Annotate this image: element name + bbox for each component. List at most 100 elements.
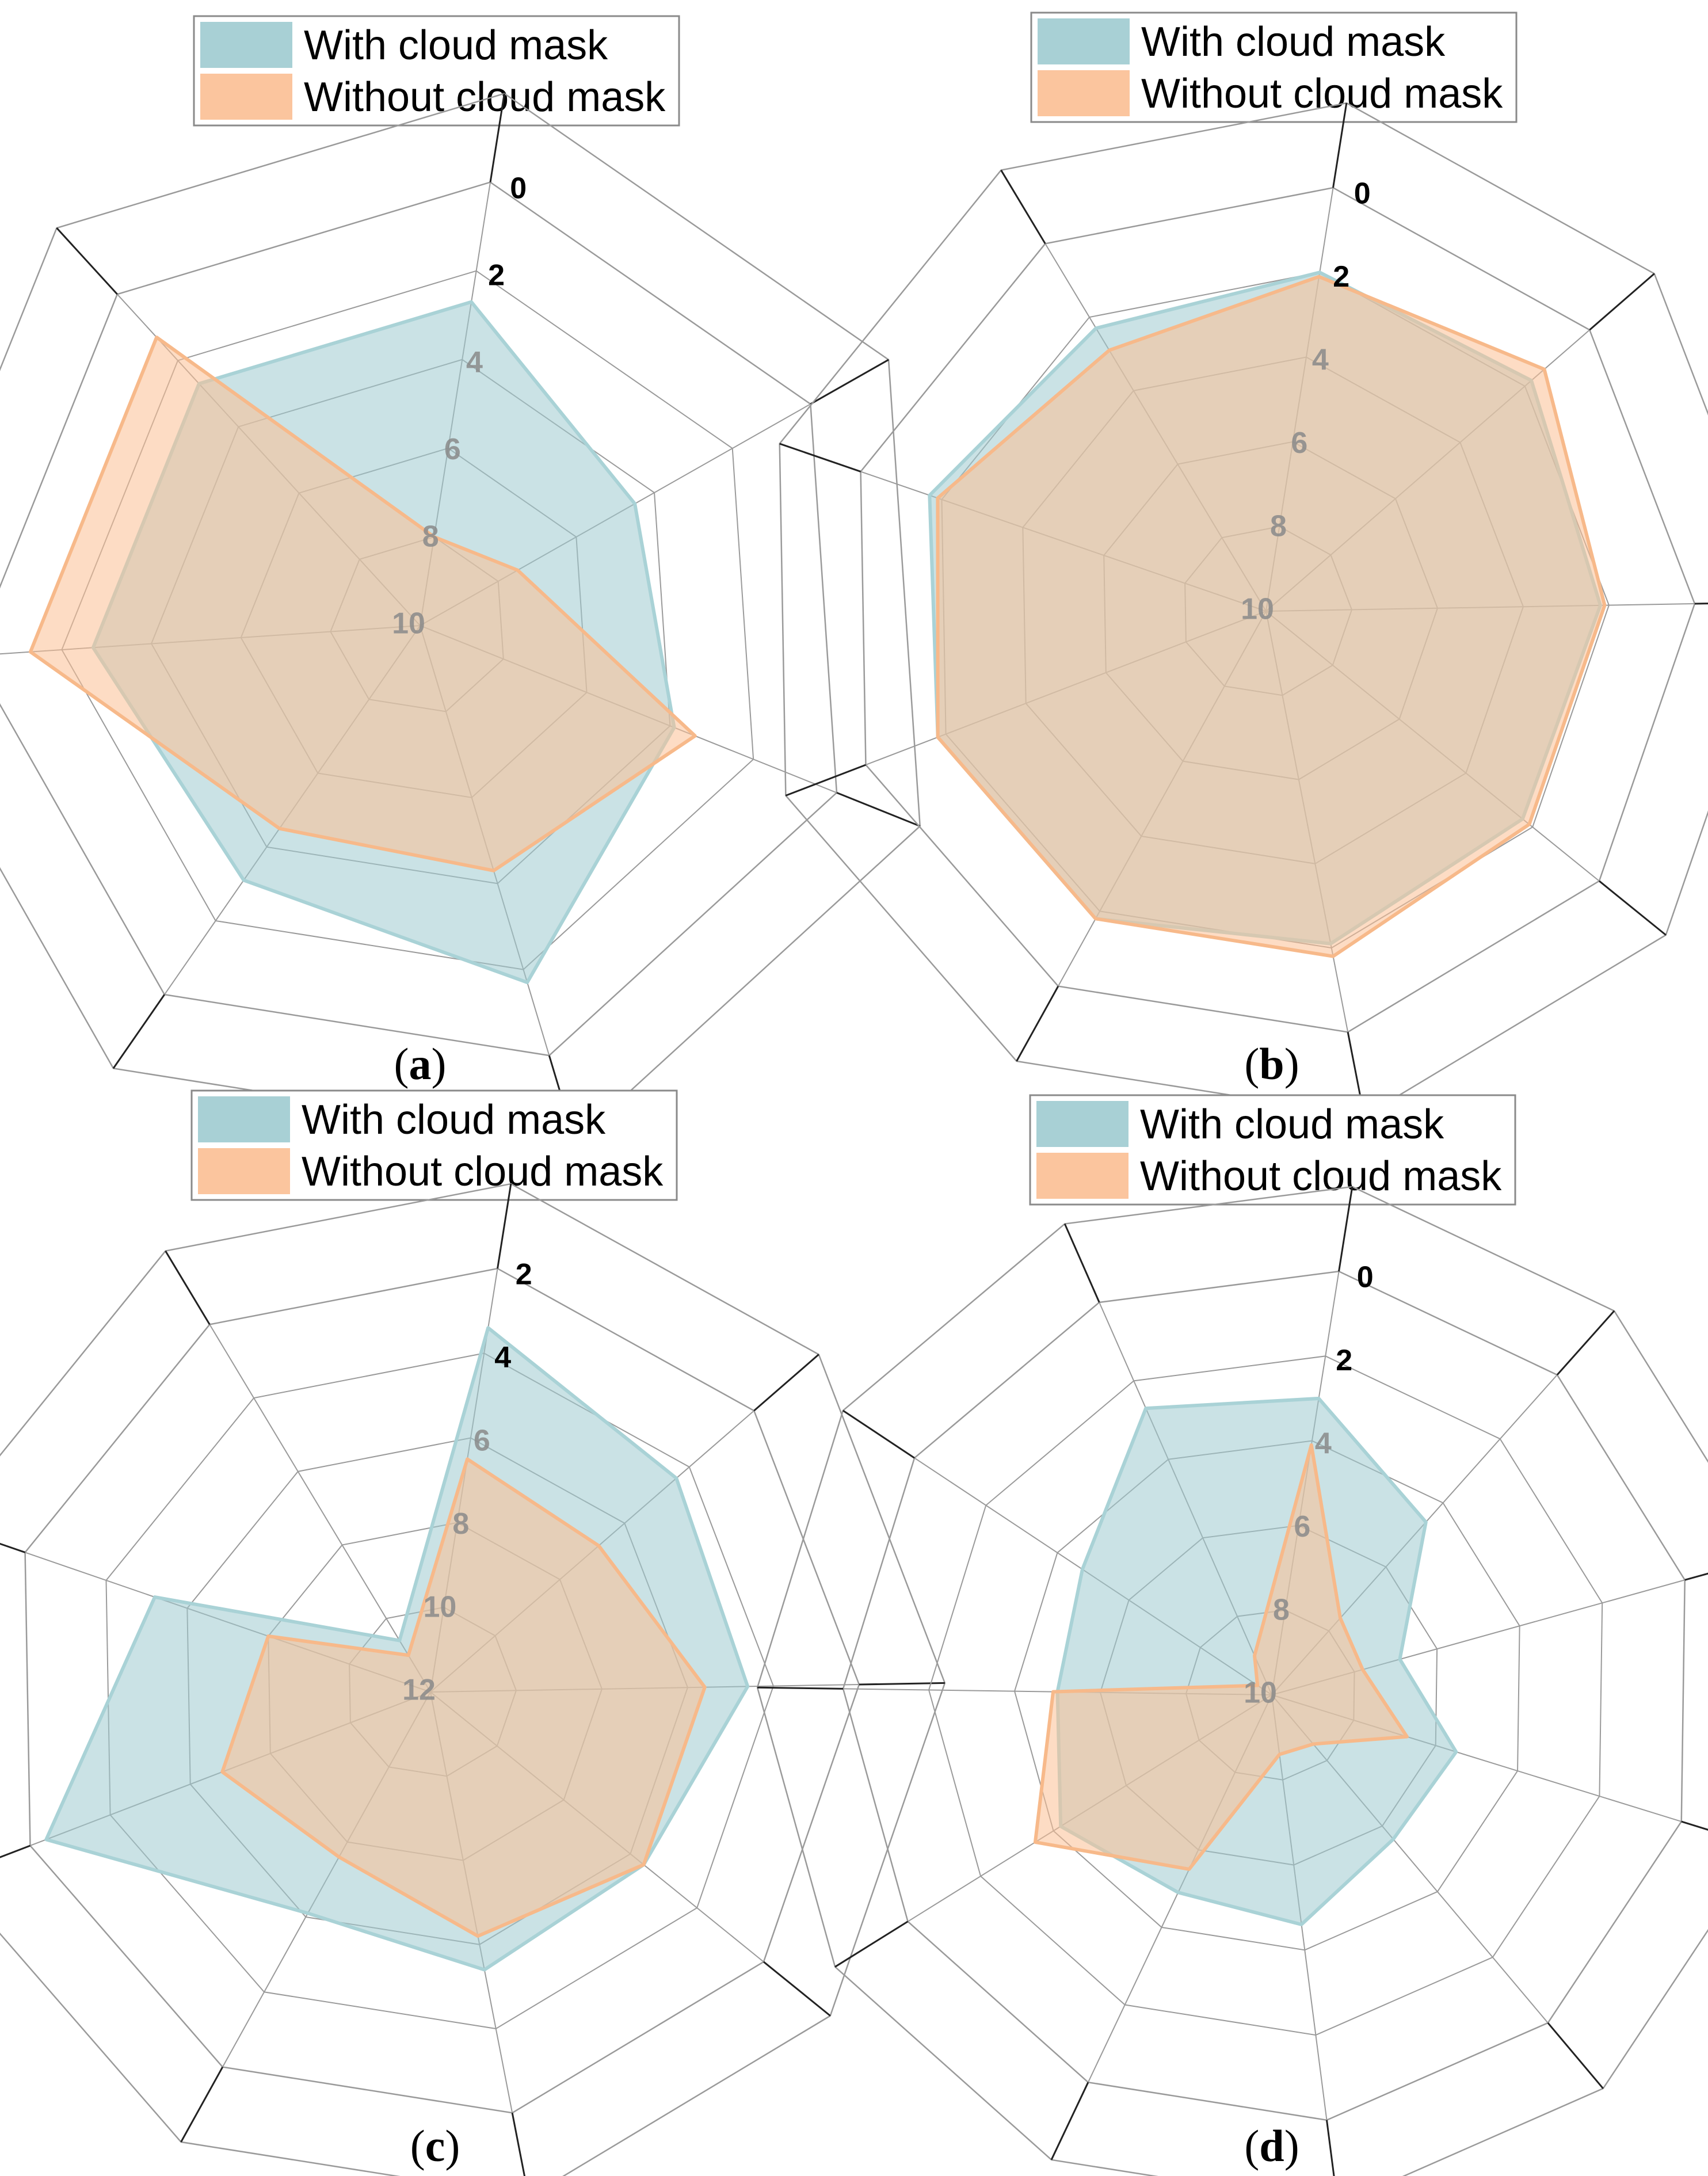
radial-tick-label: 2: [516, 1257, 532, 1291]
radial-tick-label: 0: [1354, 177, 1371, 210]
caption-c: (c): [410, 2121, 460, 2171]
caption-letter-d: d: [1259, 2121, 1284, 2171]
radial-tick-label: 4: [1312, 343, 1329, 376]
radar-panel-b: With cloud mask Without cloud mask 0 2 4 6 8…: [779, 12, 1708, 1117]
legend-a: With cloud mask Without cloud mask: [193, 15, 680, 127]
radial-spoke-outer: [1694, 603, 1708, 605]
legend-label-without: Without cloud mask: [1141, 71, 1503, 117]
radial-tick-label: 4: [466, 346, 483, 379]
radial-spoke-outer: [810, 359, 889, 405]
radar-chart-d: 0 2 4 6 8 10: [756, 1186, 1708, 2176]
radial-tick-label: 8: [422, 520, 439, 553]
radial-spoke-outer: [1332, 102, 1348, 188]
legend-label-without: Without cloud mask: [304, 74, 666, 120]
radial-spoke: [209, 1324, 431, 1693]
legend-swatch-with: [1036, 1101, 1128, 1147]
grid-ring: [860, 186, 1696, 1033]
caption-letter-b: b: [1259, 1039, 1284, 1089]
radial-tick-label: 4: [1315, 1427, 1332, 1460]
legend-label-with: With cloud mask: [304, 22, 608, 68]
radial-tick-label: 4: [494, 1341, 511, 1374]
radial-tick-label: 6: [1294, 1510, 1310, 1544]
radial-spoke-outer: [1556, 1310, 1615, 1375]
legend-swatch-without: [200, 74, 292, 120]
radial-tick-label: 6: [1291, 426, 1307, 460]
radial-spoke-outer: [763, 1961, 831, 2017]
radial-spoke-outer: [1063, 1223, 1100, 1303]
radial-tick-label: 12: [402, 1674, 436, 1707]
caption-d: (d): [1244, 2121, 1299, 2171]
caption-letter-a: a: [409, 1039, 432, 1089]
radar-chart-a: 0 2 4 6 8 10: [0, 93, 921, 1142]
grid-ring: [842, 1270, 1686, 2121]
legend-label-with: With cloud mask: [1141, 19, 1446, 65]
radial-tick-label: 10: [1241, 593, 1274, 626]
radial-spoke-outer: [757, 1686, 844, 1690]
radial-tick-label: 10: [1244, 1676, 1277, 1710]
legend-swatch-without: [1036, 1153, 1128, 1199]
radial-spoke-outer: [836, 791, 921, 827]
radial-tick-label: 6: [474, 1424, 490, 1457]
radial-spoke-outer: [1000, 169, 1046, 245]
legend-swatch-with: [198, 1096, 290, 1142]
legend-b: With cloud mask Without cloud mask: [1030, 12, 1518, 123]
caption-a: (a): [394, 1039, 447, 1089]
grid-ring: [0, 1183, 946, 2176]
radial-spoke-outer: [753, 1354, 819, 1412]
radial-spoke-outer: [1016, 985, 1059, 1062]
radial-tick-label: 0: [1357, 1260, 1374, 1294]
radial-spoke-outer: [1547, 2022, 1604, 2089]
radial-spoke-outer: [842, 1409, 915, 1459]
radial-tick-label: 0: [510, 172, 527, 205]
legend-d: With cloud mask Without cloud mask: [1029, 1094, 1516, 1206]
grid-ring: [928, 1355, 1603, 2036]
series-without-cloud-mask: [936, 275, 1607, 958]
legend-swatch-without: [198, 1148, 290, 1194]
legend-label-with: With cloud mask: [1140, 1102, 1444, 1148]
radial-tick-label: 8: [1270, 509, 1287, 543]
grid-ring: [1014, 1440, 1520, 1951]
radial-spoke-outer: [1684, 1572, 1708, 1581]
radial-spoke-outer: [489, 93, 505, 182]
radial-tick-label: 2: [1333, 260, 1349, 294]
radial-spoke-outer: [834, 1920, 909, 1968]
radar-panel-a: With cloud mask Without cloud mask 0 2 4 6 8…: [0, 15, 921, 1142]
legend-label-with: With cloud mask: [302, 1097, 606, 1143]
radial-spoke-outer: [0, 1845, 31, 1858]
radial-spoke-outer: [165, 1250, 211, 1325]
radar-panel-d: With cloud mask Without cloud mask 0 2 4 6 8…: [756, 1094, 1708, 2176]
radial-spoke-outer: [511, 2113, 526, 2176]
radial-tick-label: 2: [1336, 1344, 1352, 1377]
series-without-cloud-mask: [28, 336, 697, 872]
legend-c: With cloud mask Without cloud mask: [190, 1089, 678, 1201]
radar-chart-b: 0 2 4 6 8 10: [779, 102, 1708, 1117]
series-without-cloud-mask: [1033, 1443, 1409, 1871]
radial-spoke-outer: [785, 764, 867, 797]
radial-tick-label: 8: [1273, 1593, 1290, 1626]
grid-ring: [105, 1352, 774, 2030]
grid-ring: [756, 1186, 1708, 2176]
caption-b: (b): [1244, 1039, 1299, 1089]
radial-spoke-outer: [779, 443, 861, 472]
radial-tick-label: 8: [452, 1507, 469, 1541]
radial-spoke-outer: [1681, 1820, 1708, 1831]
series-without-cloud-mask: [220, 1457, 707, 1938]
radial-spoke-outer: [56, 227, 118, 295]
radial-spoke-outer: [112, 994, 166, 1069]
legend-swatch-with: [1038, 18, 1130, 64]
grid-ring: [24, 1267, 860, 2114]
radial-spoke-outer: [1589, 273, 1655, 331]
radial-tick-label: 10: [392, 607, 425, 641]
radial-spoke-outer: [1338, 1186, 1354, 1272]
legend-swatch-without: [1038, 70, 1130, 116]
grid-ring: [779, 102, 1708, 1117]
legend-label-without: Without cloud mask: [1140, 1153, 1502, 1199]
radar-panel-c: With cloud mask Without cloud mask 2 4 6 8 1…: [0, 1089, 946, 2176]
radial-spoke-outer: [180, 2066, 224, 2143]
radial-tick-label: 10: [424, 1590, 457, 1624]
radial-tick-label: 2: [488, 259, 505, 292]
radial-spoke-outer: [497, 1183, 512, 1269]
radar-chart-c: 2 4 6 8 10 12: [0, 1183, 946, 2176]
radial-spoke-outer: [1599, 880, 1667, 936]
